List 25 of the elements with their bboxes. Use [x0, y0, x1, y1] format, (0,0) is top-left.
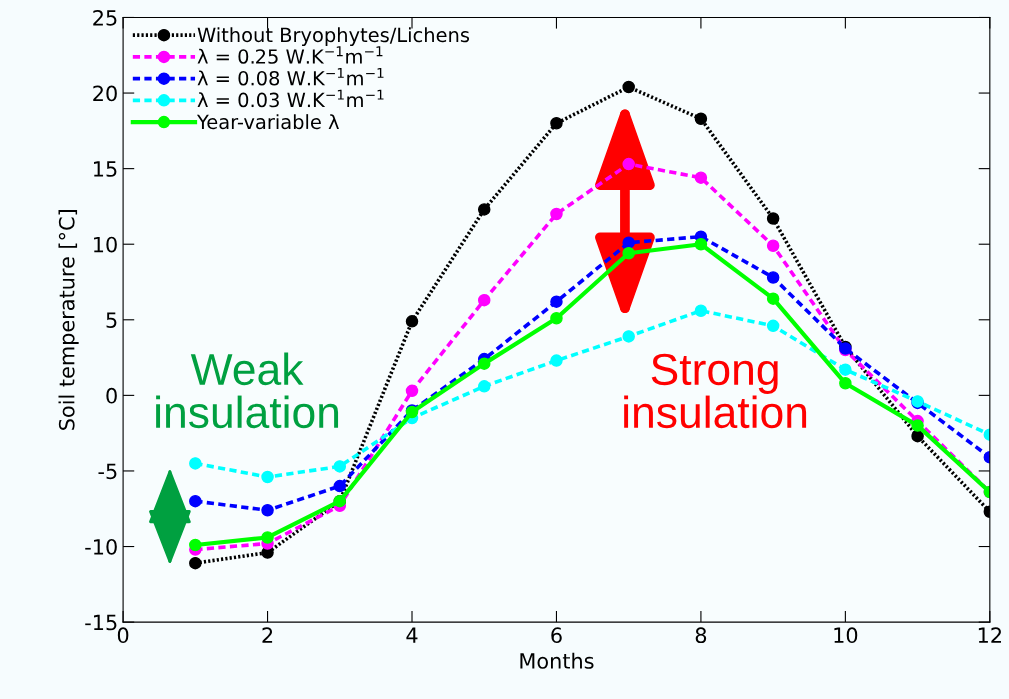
y-tick-label: -5 [98, 463, 117, 480]
y-tick-label: 20 [93, 85, 117, 102]
y-tick-label: -15 [85, 614, 117, 631]
y-tick-label: 15 [94, 161, 117, 177]
y-tick-label: 10 [94, 236, 117, 253]
y-tick-label: 25 [93, 9, 117, 26]
x-tick-label: 12 [978, 627, 1001, 643]
annotation: Weak insulation [156, 352, 339, 429]
y-tick-label: 5 [106, 312, 117, 328]
y-axis-title: Soil temperature [°C] [58, 210, 79, 430]
x-tick-label: 0 [117, 627, 129, 644]
x-tick-label: 4 [406, 627, 418, 643]
annotation: Strong insulation [624, 353, 807, 429]
legend-label: λ = 0.25 W.K$^{−1}$m$^{−1}$ [197, 46, 383, 64]
x-axis-title: Months [520, 652, 594, 669]
legend-label: Year-variable λ [196, 114, 339, 130]
legend-label: Without Bryophytes/Lichens [197, 27, 470, 47]
legend-label: λ = 0.03 W.K$^{−1}$m$^{−1}$ [197, 89, 384, 108]
x-tick-label: 10 [834, 627, 858, 644]
x-tick-label: 8 [695, 627, 707, 644]
x-tick-label: 6 [551, 627, 562, 644]
y-tick-label: -10 [85, 538, 117, 555]
legend-label: λ = 0.08 W.K$^{−1}$m$^{−1}$ [197, 67, 384, 86]
y-tick-label: 0 [106, 387, 117, 404]
x-tick-label: 2 [262, 627, 273, 643]
